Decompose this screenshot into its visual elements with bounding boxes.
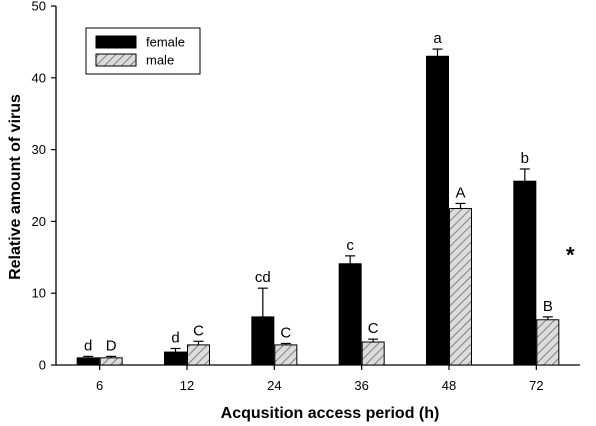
- significance-label: C: [280, 324, 291, 341]
- significance-label: d: [171, 329, 179, 346]
- y-tick-label: 10: [32, 286, 46, 301]
- y-tick-label: 50: [32, 0, 46, 14]
- legend-swatch-male: [95, 53, 137, 67]
- x-tick-label: 24: [267, 378, 281, 393]
- x-axis-title: Acqusition access period (h): [221, 405, 440, 422]
- legend-swatch-female: [95, 35, 137, 49]
- significance-label: b: [521, 150, 529, 167]
- y-tick-label: 40: [32, 70, 46, 85]
- legend-label-female: female: [146, 35, 185, 50]
- bar-female-72: [513, 180, 537, 366]
- bar-female-48: [426, 55, 449, 366]
- bar-male-48: [449, 207, 472, 366]
- y-tick-label: 30: [32, 142, 46, 157]
- significance-label: B: [543, 298, 553, 315]
- bar-male-12: [187, 344, 210, 366]
- x-tick-label: 48: [442, 378, 456, 393]
- y-axis-title: Relative amount of virus: [7, 94, 24, 280]
- significance-label: d: [84, 337, 92, 354]
- bar-female-12: [164, 351, 187, 366]
- y-tick-label: 20: [32, 214, 46, 229]
- significance-label: a: [433, 30, 442, 47]
- bar-male-72: [536, 319, 560, 366]
- significance-label: C: [368, 320, 379, 337]
- bar-female-6: [76, 357, 100, 366]
- significance-label: c: [346, 237, 354, 254]
- plot-area: 0 10 20 30 40 50 6 12 24 36 48 72 d d cd c a b D C C C A B *: [32, 0, 580, 393]
- x-tick-label: 12: [180, 378, 194, 393]
- significance-asterisk: *: [566, 242, 575, 267]
- significance-label: cd: [255, 269, 271, 286]
- x-tick-label: 72: [529, 378, 543, 393]
- bar-female-24: [251, 316, 275, 366]
- legend: female male: [85, 27, 201, 75]
- bar-female-36: [338, 263, 362, 366]
- legend-label-male: male: [146, 53, 174, 68]
- significance-label: D: [106, 337, 117, 354]
- bar-male-24: [274, 344, 298, 366]
- bar-male-36: [361, 341, 385, 366]
- x-tick-label: 6: [96, 378, 103, 393]
- y-tick-label: 0: [39, 358, 46, 373]
- significance-label: A: [455, 184, 465, 201]
- significance-label: C: [193, 322, 204, 339]
- x-tick-label: 36: [354, 378, 368, 393]
- bar-male-6: [99, 357, 123, 366]
